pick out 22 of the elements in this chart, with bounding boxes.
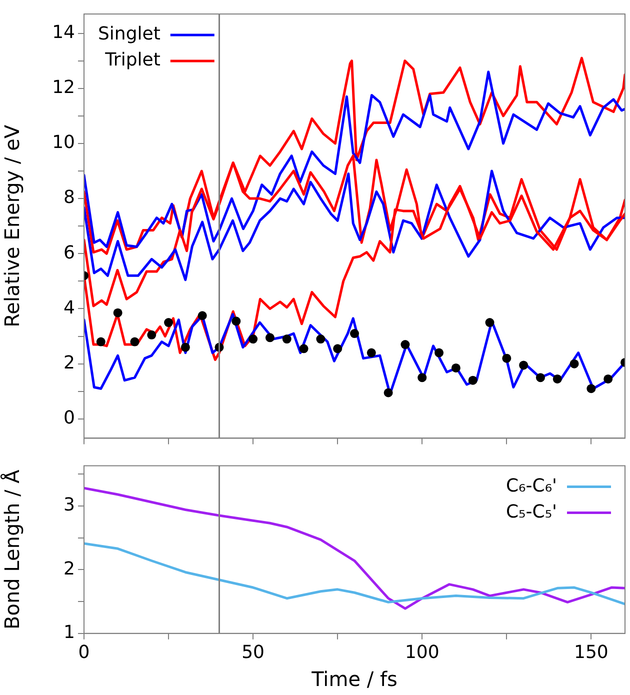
x-axis-title: Time / fs <box>310 667 398 692</box>
y-tick-label: 14 <box>52 22 75 43</box>
y-tick-label: 3 <box>64 494 75 516</box>
y-tick-label: 2 <box>64 558 75 580</box>
legend-label: C₅-C₅' <box>506 501 557 522</box>
y-tick-label: 10 <box>52 132 75 154</box>
y-tick-label: 2 <box>64 352 75 374</box>
x-tick-label: 150 <box>574 642 608 663</box>
y-axis-title: Bond Length / Å <box>0 469 24 630</box>
legend-label: C₆-C₆' <box>506 475 557 496</box>
x-tick-label: 0 <box>78 642 90 663</box>
y-tick-label: 1 <box>64 622 75 644</box>
y-tick-label: 8 <box>64 187 75 208</box>
y-tick-label: 4 <box>64 297 75 318</box>
legend-label: Singlet <box>98 24 160 45</box>
x-tick-label: 100 <box>404 642 440 663</box>
x-tick-label: 50 <box>242 642 265 663</box>
y-axis-title: Relative Energy / eV <box>0 124 24 328</box>
y-tick-label: 0 <box>64 408 75 429</box>
y-tick-label: 12 <box>52 77 75 98</box>
y-tick-label: 6 <box>64 242 75 264</box>
legend-label: Triplet <box>104 50 160 71</box>
